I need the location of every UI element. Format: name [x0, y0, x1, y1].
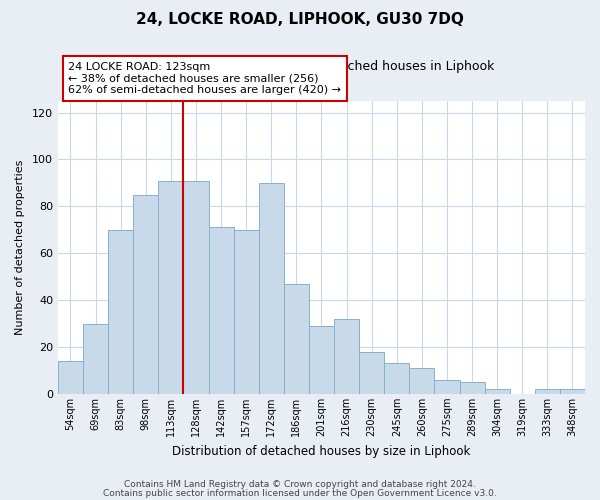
Bar [233, 230, 259, 394]
Bar [108, 230, 133, 394]
Bar [209, 228, 233, 394]
Bar [83, 324, 108, 394]
Text: 24 LOCKE ROAD: 123sqm
← 38% of detached houses are smaller (256)
62% of semi-det: 24 LOCKE ROAD: 123sqm ← 38% of detached … [68, 62, 341, 95]
X-axis label: Distribution of detached houses by size in Liphook: Distribution of detached houses by size … [172, 444, 470, 458]
Bar [535, 389, 560, 394]
Bar [409, 368, 434, 394]
Bar [284, 284, 309, 394]
Bar [158, 180, 184, 394]
Title: Size of property relative to detached houses in Liphook: Size of property relative to detached ho… [148, 60, 494, 74]
Bar [334, 319, 359, 394]
Y-axis label: Number of detached properties: Number of detached properties [15, 160, 25, 335]
Text: Contains HM Land Registry data © Crown copyright and database right 2024.: Contains HM Land Registry data © Crown c… [124, 480, 476, 489]
Bar [133, 194, 158, 394]
Text: Contains public sector information licensed under the Open Government Licence v3: Contains public sector information licen… [103, 489, 497, 498]
Bar [259, 183, 284, 394]
Bar [384, 364, 409, 394]
Bar [485, 389, 510, 394]
Bar [560, 389, 585, 394]
Bar [434, 380, 460, 394]
Bar [309, 326, 334, 394]
Bar [460, 382, 485, 394]
Bar [58, 361, 83, 394]
Text: 24, LOCKE ROAD, LIPHOOK, GU30 7DQ: 24, LOCKE ROAD, LIPHOOK, GU30 7DQ [136, 12, 464, 28]
Bar [184, 180, 209, 394]
Bar [359, 352, 384, 394]
